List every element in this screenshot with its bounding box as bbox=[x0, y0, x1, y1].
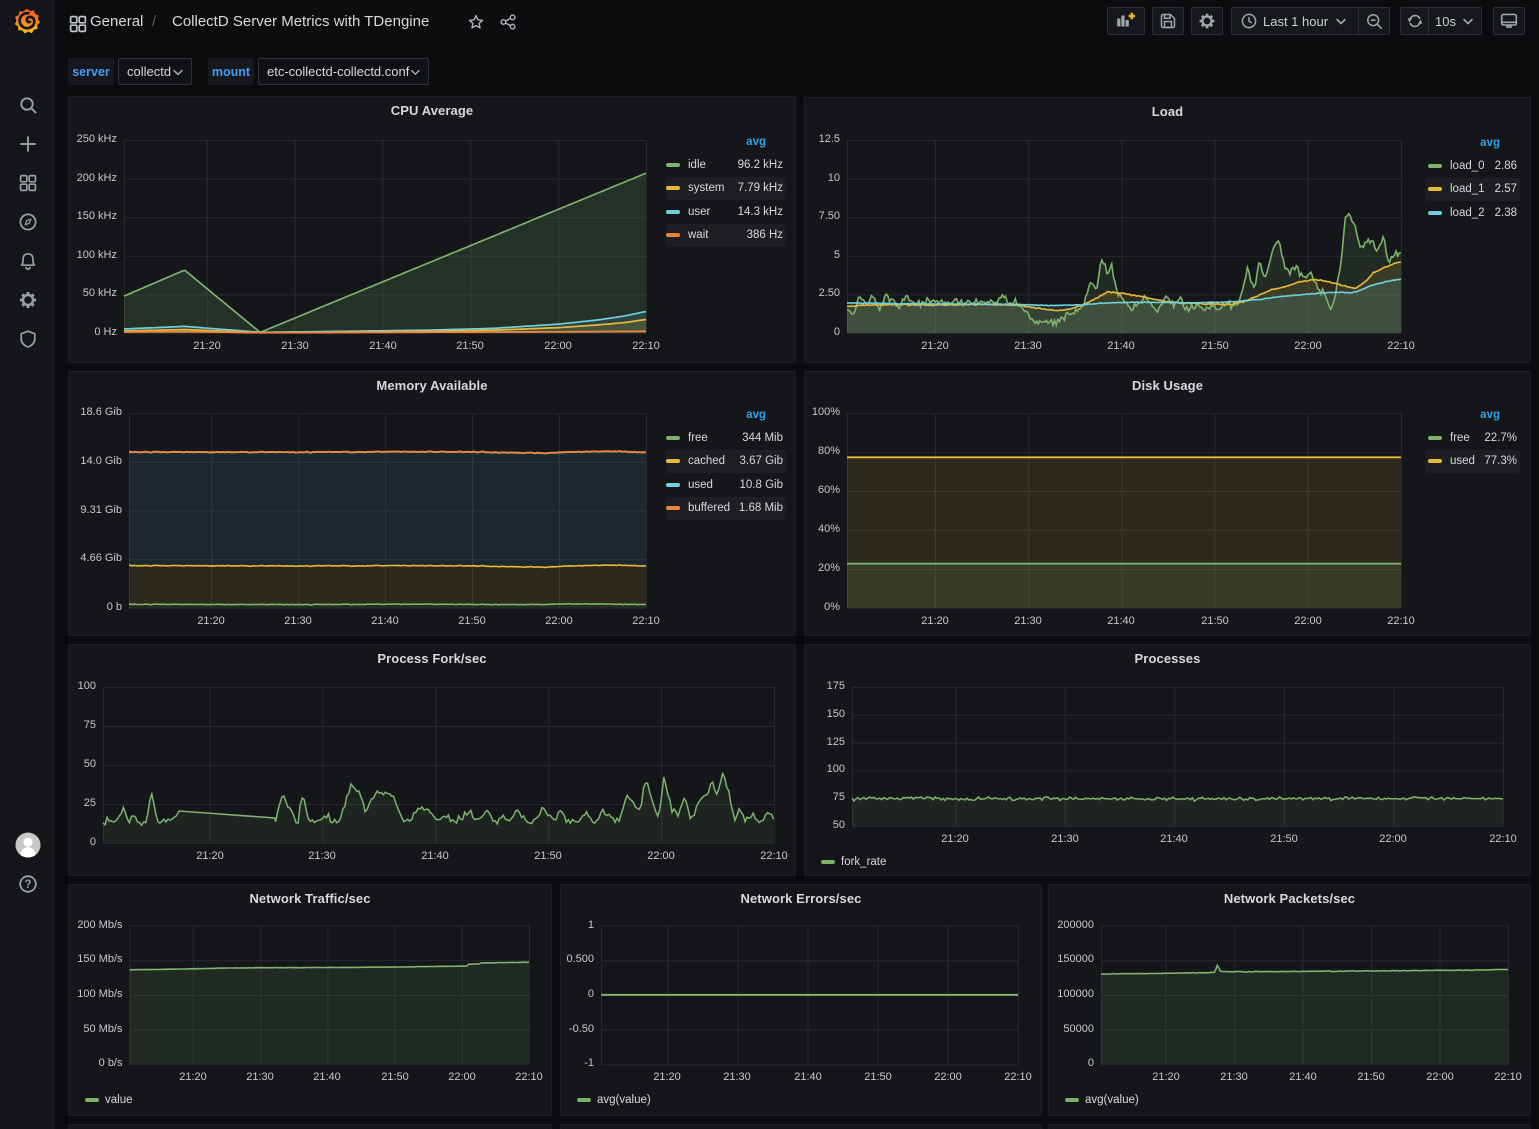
svg-text:?: ? bbox=[24, 879, 31, 891]
